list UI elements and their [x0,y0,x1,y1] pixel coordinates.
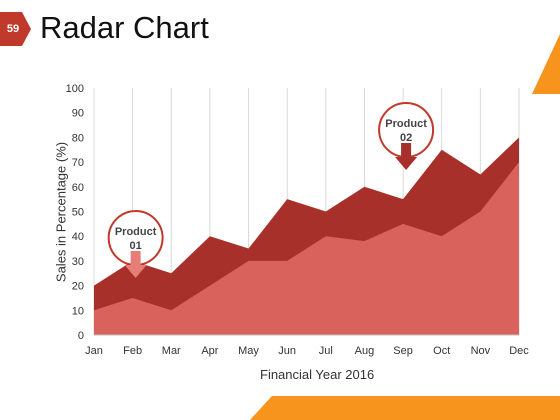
y-tick-label: 20 [72,281,84,293]
x-tick-label: Nov [471,345,491,357]
annotation-label-line2: 02 [400,132,412,144]
y-tick-label: 40 [72,231,84,243]
x-tick-label: Dec [509,345,529,357]
down-arrow-icon [124,251,147,278]
annotation-label-line1: Product [115,226,157,238]
x-axis-title: Financial Year 2016 [260,367,375,382]
x-tick-label: Oct [433,345,450,357]
x-tick-label: Sep [393,345,413,357]
annotation-layer: Product 01 Product 02 [107,102,435,278]
x-tick-label: Aug [355,345,375,357]
annotation-label-line1: Product [385,118,427,130]
y-tick-label: 60 [72,182,84,194]
x-tick-label: Jun [278,345,296,357]
series-layer [94,137,519,335]
badge-shape [0,12,31,46]
y-tick-label: 100 [66,83,84,95]
y-tick-label: 10 [72,305,84,317]
annotation-product-01: Product 01 [107,210,164,278]
slide-number: 59 [6,23,20,35]
annotation-product-02: Product 02 [378,102,435,170]
down-arrow-icon [395,143,418,170]
page-title: Radar Chart [40,10,209,45]
annotation-label-line2: 01 [130,240,142,252]
y-tick-label: 70 [72,157,84,169]
x-tick-label: Jul [319,345,333,357]
slide-number-badge: 59 [0,12,31,46]
y-tick-label: 50 [72,207,84,219]
series-area-product-01 [94,162,519,335]
y-tick-label: 80 [72,132,84,144]
y-tick-label: 0 [78,330,84,342]
top-right-corner-decoration [532,34,560,94]
x-tick-label: May [238,345,259,357]
x-tick-label: Apr [201,345,218,357]
y-tick-label: 90 [72,108,84,120]
y-tick-label: 30 [72,256,84,268]
y-axis-title: Sales in Percentage (%) [53,141,69,283]
x-tick-label: Mar [162,345,181,357]
x-tick-label: Jan [85,345,103,357]
bottom-right-corner-decoration [250,396,560,420]
x-tick-label: Feb [123,345,142,357]
